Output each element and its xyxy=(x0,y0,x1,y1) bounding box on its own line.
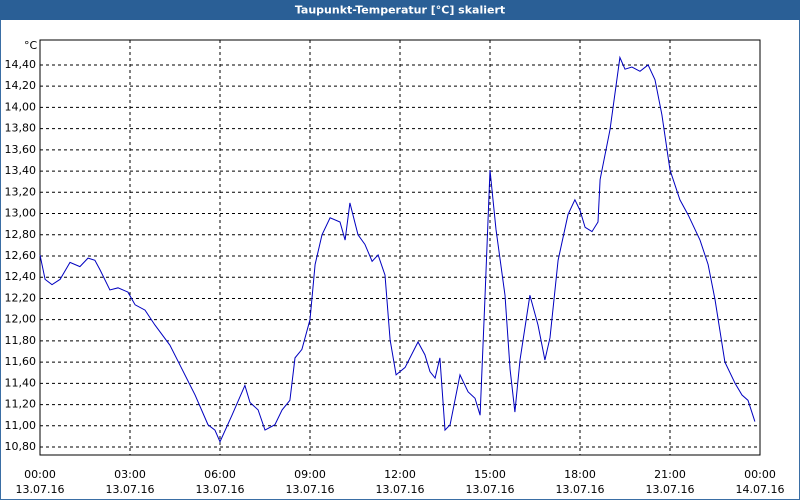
y-tick-label: 14,40 xyxy=(5,58,37,71)
y-tick-label: 13,40 xyxy=(5,164,37,177)
x-tick-date: 13.07.16 xyxy=(16,483,65,496)
y-tick-label: 13,20 xyxy=(5,185,37,198)
y-tick-label: 14,20 xyxy=(5,79,37,92)
y-tick-label: 12,80 xyxy=(5,228,37,241)
x-tick-label: 09:00 xyxy=(294,468,326,481)
x-tick-label: 18:00 xyxy=(564,468,596,481)
y-tick-label: 12,00 xyxy=(5,313,37,326)
y-tick-label: 11,60 xyxy=(5,355,37,368)
y-tick-label: 12,20 xyxy=(5,291,37,304)
x-tick-label: 00:00 xyxy=(24,468,56,481)
x-tick-date: 13.07.16 xyxy=(196,483,245,496)
y-tick-label: 10,80 xyxy=(5,440,37,453)
y-tick-label: 11,20 xyxy=(5,398,37,411)
y-tick-label: 13,80 xyxy=(5,122,37,135)
x-tick-label: 03:00 xyxy=(114,468,146,481)
x-tick-label: 15:00 xyxy=(474,468,506,481)
y-tick-label: 14,00 xyxy=(5,100,37,113)
y-tick-label: 13,60 xyxy=(5,143,37,156)
y-tick-label: 12,40 xyxy=(5,270,37,283)
x-tick-date: 13.07.16 xyxy=(646,483,695,496)
x-tick-label: 00:00 xyxy=(744,468,776,481)
y-tick-label: 12,60 xyxy=(5,249,37,262)
y-tick-label: 11,00 xyxy=(5,419,37,432)
x-tick-label: 21:00 xyxy=(654,468,686,481)
y-tick-label: 13,00 xyxy=(5,207,37,220)
x-tick-date: 13.07.16 xyxy=(556,483,605,496)
x-tick-label: 12:00 xyxy=(384,468,416,481)
y-tick-label: 11,40 xyxy=(5,376,37,389)
y-tick-label: 11,80 xyxy=(5,334,37,347)
y-unit: °C xyxy=(24,39,38,52)
x-tick-date: 13.07.16 xyxy=(466,483,515,496)
x-tick-date: 13.07.16 xyxy=(286,483,335,496)
x-tick-date: 13.07.16 xyxy=(376,483,425,496)
data-line xyxy=(39,55,756,443)
chart-title: Taupunkt-Temperatur [°C] skaliert xyxy=(295,4,505,17)
title-bar xyxy=(0,0,800,20)
x-tick-date: 14.07.16 xyxy=(736,483,785,496)
plot-border xyxy=(39,39,761,456)
x-tick-date: 13.07.16 xyxy=(106,483,155,496)
x-tick-label: 06:00 xyxy=(204,468,236,481)
